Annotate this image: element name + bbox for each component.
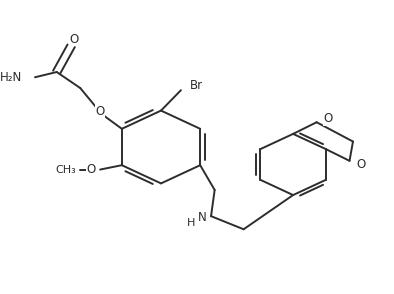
Text: O: O: [69, 33, 79, 46]
Text: O: O: [87, 163, 96, 176]
Text: Br: Br: [190, 79, 203, 92]
Text: O: O: [95, 105, 105, 118]
Text: CH₃: CH₃: [56, 165, 76, 175]
Text: H₂N: H₂N: [0, 71, 22, 84]
Text: O: O: [357, 158, 366, 171]
Text: O: O: [324, 112, 333, 125]
Text: N: N: [198, 211, 206, 224]
Text: H: H: [187, 218, 195, 228]
